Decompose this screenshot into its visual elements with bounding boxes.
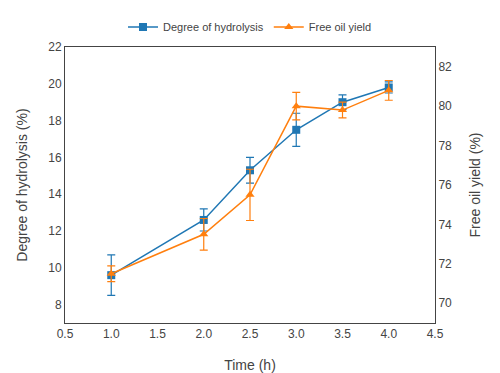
svg-text:3.0: 3.0 <box>288 327 305 341</box>
svg-text:20: 20 <box>48 77 62 91</box>
svg-text:4.0: 4.0 <box>380 327 397 341</box>
svg-text:16: 16 <box>48 151 62 165</box>
svg-text:78: 78 <box>438 139 452 153</box>
svg-text:Free oil yield (%): Free oil yield (%) <box>467 132 483 237</box>
svg-text:14: 14 <box>48 187 62 201</box>
svg-text:80: 80 <box>438 99 452 113</box>
svg-text:82: 82 <box>438 60 452 74</box>
svg-text:4.5: 4.5 <box>427 327 444 341</box>
svg-text:8: 8 <box>55 298 62 312</box>
svg-text:12: 12 <box>48 224 62 238</box>
svg-text:Time (h): Time (h) <box>224 357 276 373</box>
svg-text:70: 70 <box>438 296 452 310</box>
svg-text:1.5: 1.5 <box>149 327 166 341</box>
svg-text:Free oil yield: Free oil yield <box>309 21 371 33</box>
svg-text:1.0: 1.0 <box>103 327 120 341</box>
svg-text:18: 18 <box>48 114 62 128</box>
svg-text:10: 10 <box>48 261 62 275</box>
svg-text:74: 74 <box>438 218 452 232</box>
svg-text:2.0: 2.0 <box>195 327 212 341</box>
svg-text:22: 22 <box>48 40 62 54</box>
svg-text:3.5: 3.5 <box>334 327 351 341</box>
svg-text:76: 76 <box>438 178 452 192</box>
svg-text:0.5: 0.5 <box>57 327 74 341</box>
svg-text:Degree of hydrolysis: Degree of hydrolysis <box>163 21 264 33</box>
svg-text:72: 72 <box>438 257 452 271</box>
svg-text:2.5: 2.5 <box>242 327 259 341</box>
svg-text:Degree of hydrolysis (%): Degree of hydrolysis (%) <box>14 108 30 261</box>
